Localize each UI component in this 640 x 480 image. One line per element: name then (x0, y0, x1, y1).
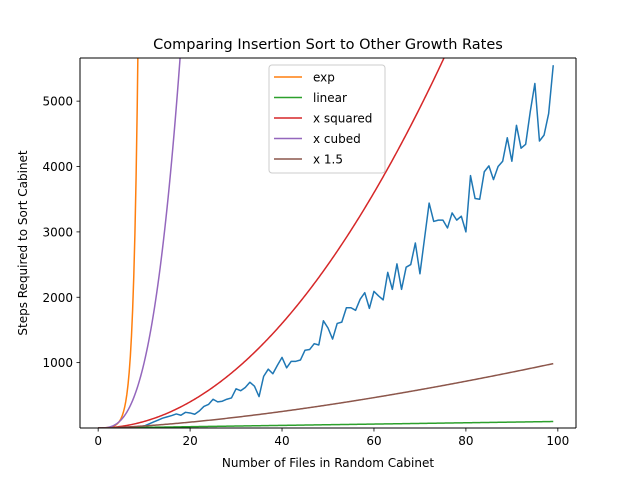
legend-label: linear (313, 91, 347, 105)
series-line-x-1.5 (98, 362, 554, 428)
legend: exp linear x squared x cubed x 1.5 (268, 64, 386, 174)
x-axis-label: Number of Files in Random Cabinet (222, 456, 434, 470)
legend-label: x squared (313, 112, 372, 126)
y-tick-label: 5000 (42, 95, 73, 109)
x-tick-label: 100 (546, 434, 569, 448)
legend-label: x cubed (313, 132, 361, 146)
legend-label: exp (313, 71, 335, 85)
x-tick-label: 80 (458, 434, 473, 448)
y-tick-label: 3000 (42, 225, 73, 239)
y-axis-label: Steps Required to Sort Cabinet (16, 150, 30, 336)
x-tick-label: 0 (94, 434, 102, 448)
series-line-x-squared (98, 58, 445, 428)
series-line-linear (98, 420, 554, 428)
axes-layer (79, 57, 577, 429)
legend-frame (268, 64, 386, 174)
y-tick-label: 1000 (42, 356, 73, 370)
x-tick-label: 20 (182, 434, 197, 448)
y-tick-label: 4000 (42, 160, 73, 174)
x-tick-label: 40 (274, 434, 289, 448)
series-line-x-cubed (98, 58, 181, 428)
x-tick-label: 60 (366, 434, 381, 448)
chart-title: Comparing Insertion Sort to Other Growth… (153, 37, 503, 53)
ticks-layer: 0 20 40 60 80 100 1000 2000 3000 4000 5000 (42, 95, 569, 448)
series-line-measured (98, 65, 554, 428)
series-layer (98, 58, 554, 428)
y-tick-label: 2000 (42, 291, 73, 305)
legend-label: x 1.5 (313, 153, 343, 167)
